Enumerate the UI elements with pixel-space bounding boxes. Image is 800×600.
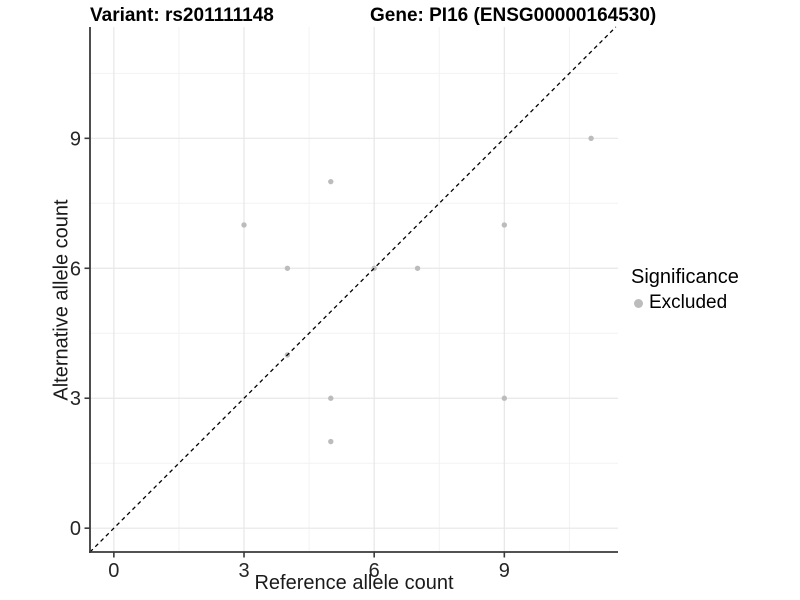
scatter-point (241, 222, 247, 228)
x-axis-title: Reference allele count (254, 572, 454, 594)
y-tick-label: 9 (70, 128, 81, 150)
y-tick-label: 0 (70, 518, 81, 540)
y-axis-title: Alternative allele count (50, 199, 73, 401)
y-tick-label: 6 (70, 258, 81, 280)
scatter-point (328, 438, 334, 445)
y-tick-label: 3 (70, 388, 81, 410)
plot-title-variant: Variant: rs201111148 (90, 5, 274, 26)
legend: Significance Excluded (631, 266, 739, 314)
scatter-point (328, 395, 334, 401)
excluded-point-swatch-icon (634, 298, 643, 308)
legend-title: Significance (631, 266, 739, 288)
scatter-point (328, 178, 334, 185)
scatter-point (588, 135, 594, 142)
legend-item-excluded: Excluded (631, 292, 739, 314)
legend-item-label: Excluded (649, 292, 728, 313)
scatter-point (284, 265, 291, 271)
x-tick-label: 3 (238, 560, 249, 582)
identity-line (89, 26, 617, 553)
plot-title-gene: Gene: PI16 (ENSG00000164530) (370, 5, 657, 26)
scatter-point (414, 265, 421, 271)
x-tick-label: 6 (369, 560, 380, 582)
scatter-point (501, 222, 508, 228)
scatter-point (501, 395, 508, 401)
x-tick-label: 9 (499, 560, 510, 582)
x-tick-label: 0 (108, 560, 119, 582)
